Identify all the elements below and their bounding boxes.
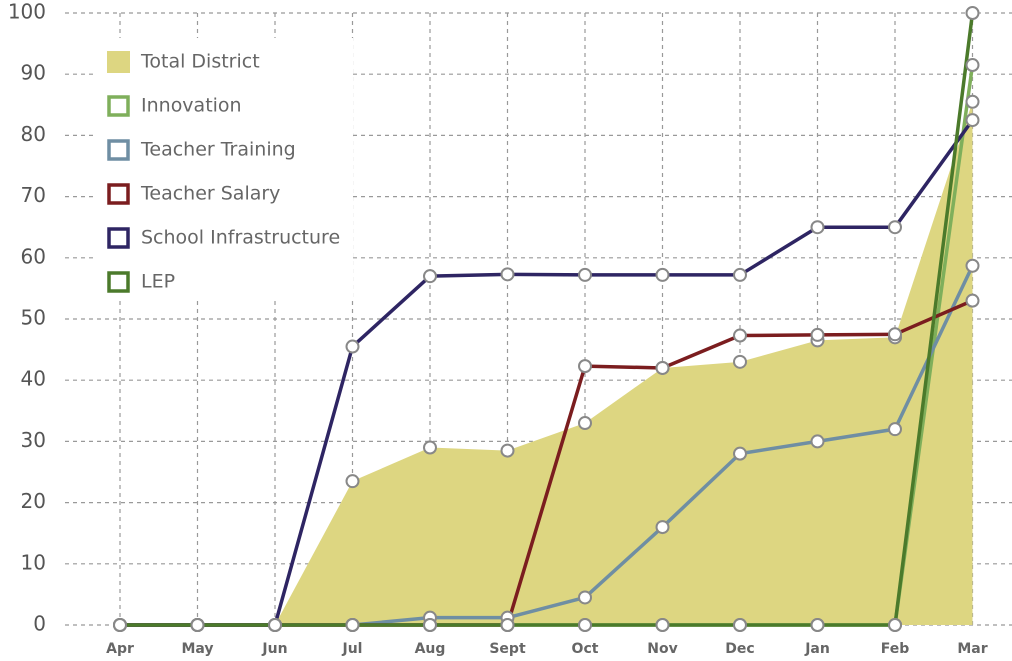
legend-label: Teacher Salary	[140, 183, 280, 205]
y-tick-label: 80	[21, 122, 46, 146]
point-marker	[965, 258, 980, 273]
x-tick-label: Jun	[261, 641, 287, 657]
point-marker	[733, 618, 747, 632]
point-marker	[655, 360, 670, 375]
legend-swatch	[107, 51, 130, 73]
point-marker	[965, 94, 980, 109]
point-marker	[345, 339, 360, 354]
y-tick-label: 10	[21, 550, 46, 574]
x-tick-label: Feb	[881, 641, 910, 657]
legend-swatch	[107, 139, 130, 161]
legend-label: LEP	[141, 271, 175, 293]
point-marker	[733, 446, 747, 461]
legend-label: School Infrastructure	[141, 227, 340, 249]
legend-swatch	[107, 227, 130, 249]
point-marker	[578, 590, 592, 605]
point-marker	[733, 267, 747, 282]
point-marker	[888, 422, 902, 437]
point-marker	[578, 267, 592, 282]
point-marker	[733, 328, 747, 343]
y-tick-label: 40	[21, 367, 46, 391]
point-marker	[733, 354, 747, 369]
point-marker	[578, 359, 592, 374]
point-marker	[268, 618, 282, 632]
legend-label: Innovation	[141, 95, 242, 117]
legend-swatch	[107, 95, 130, 117]
point-marker	[888, 220, 902, 235]
x-tick-label: Nov	[647, 641, 677, 657]
point-marker	[500, 618, 515, 632]
x-tick-label: Mar	[957, 641, 987, 657]
x-tick-label: Sept	[489, 641, 526, 657]
area	[120, 101, 973, 626]
point-marker	[965, 293, 980, 308]
point-marker	[578, 416, 592, 431]
legend-label: Teacher Training	[140, 139, 296, 161]
legend-swatch	[107, 271, 130, 293]
x-tick-label: Dec	[725, 641, 754, 657]
x-tick-label: Jul	[342, 641, 363, 657]
point-marker	[655, 618, 670, 632]
point-marker	[810, 434, 825, 449]
point-marker	[810, 618, 825, 632]
point-marker	[965, 6, 980, 20]
y-tick-label: 70	[21, 183, 46, 207]
legend-swatch	[107, 183, 130, 205]
point-marker	[345, 474, 360, 489]
y-tick-label: 100	[8, 0, 46, 24]
point-marker	[500, 443, 515, 458]
point-marker	[190, 618, 205, 632]
y-tick-label: 90	[21, 61, 46, 85]
y-tick-label: 60	[21, 244, 46, 268]
x-tick-label: Jan	[804, 641, 830, 657]
x-tick-label: Aug	[415, 641, 446, 657]
point-marker	[655, 520, 670, 535]
point-marker	[965, 113, 980, 128]
point-marker	[578, 618, 592, 632]
y-tick-label: 0	[33, 612, 46, 636]
point-marker	[888, 618, 902, 632]
line	[120, 12, 975, 627]
point-marker	[655, 267, 670, 282]
point-marker	[113, 618, 127, 632]
y-tick-label: 50	[21, 306, 46, 330]
y-tick-label: 30	[21, 428, 46, 452]
x-tick-label: Oct	[572, 641, 599, 657]
point-marker	[345, 618, 360, 632]
legend-label: Total District	[140, 51, 260, 73]
point-marker	[500, 267, 515, 282]
x-tick-label: Apr	[106, 641, 134, 657]
point-marker	[423, 618, 437, 632]
point-marker	[965, 58, 980, 73]
legend-background	[95, 38, 353, 300]
point-marker	[423, 269, 437, 284]
point-marker	[810, 220, 825, 235]
point-marker	[810, 327, 825, 342]
legend: Total District Innovation Teacher Training…	[95, 38, 353, 300]
x-tick-label: May	[181, 641, 213, 657]
point-marker	[888, 327, 902, 342]
point-marker	[423, 440, 437, 455]
y-tick-label: 20	[21, 489, 46, 513]
